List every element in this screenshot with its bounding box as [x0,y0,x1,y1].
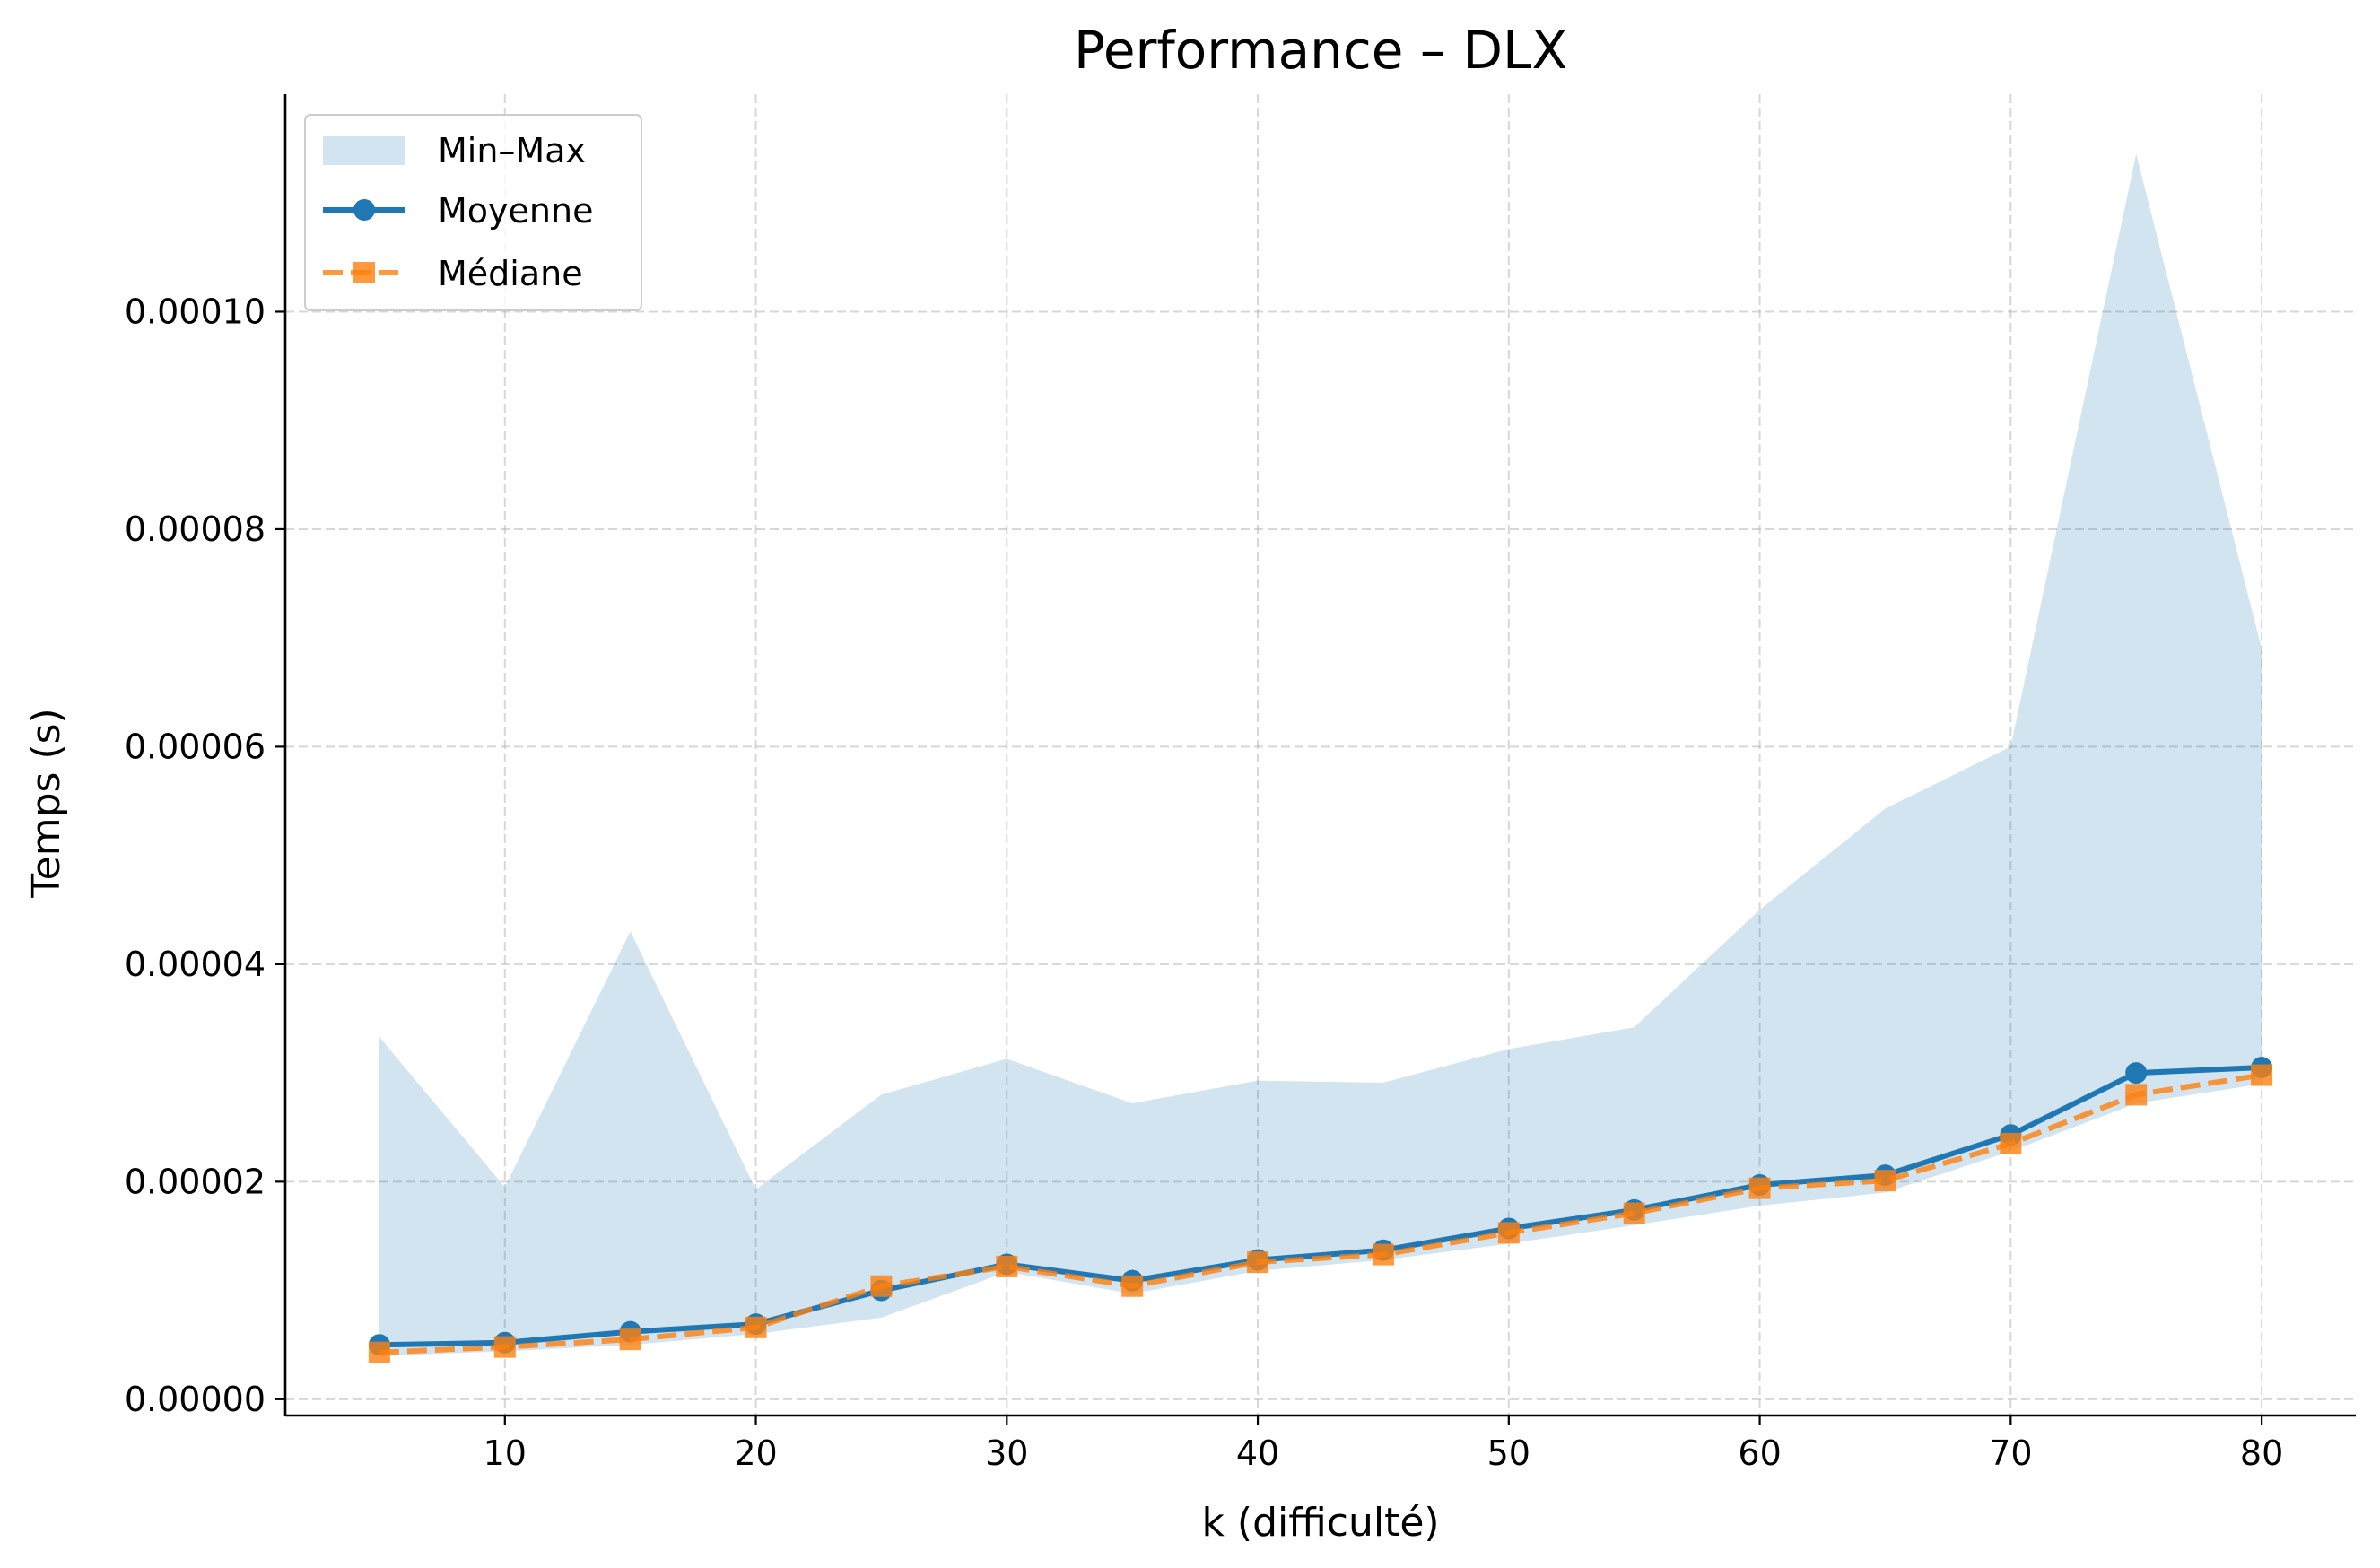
legend-label-moyenne: Moyenne [438,191,593,231]
data-point-mediane [368,1341,390,1363]
data-point-mediane [1121,1275,1144,1297]
grid [285,94,2356,1416]
data-point-mediane [1874,1170,1896,1192]
data-point-moyenne [2125,1062,2148,1085]
x-tick-label: 60 [1738,1433,1781,1473]
chart-title: Performance – DLX [1074,20,1567,81]
x-tick-label: 20 [734,1433,777,1473]
data-point-mediane [1748,1177,1771,1199]
series-layer [368,1057,2273,1363]
data-point-mediane [1623,1202,1645,1224]
legend-label-min-max: Min–Max [438,131,586,170]
min-max-band [379,153,2262,1356]
series-line-moyenne [376,1065,2265,1348]
data-point-mediane [1247,1251,1269,1274]
series-line-mediane [379,1072,2262,1355]
y-tick-label: 0.00004 [125,945,266,984]
legend-marker-moyenne [353,199,375,221]
y-tick-label: 0.00010 [125,292,266,331]
y-axis-ticks: 0.00000 0.00002 0.00004 0.00006 0.00008 0.000… [125,292,285,1419]
y-tick-label: 0.00008 [125,510,266,549]
y-tick-label: 0.00006 [125,727,266,766]
data-point-mediane [870,1275,893,1297]
x-tick-label: 70 [1989,1433,2032,1473]
x-tick-label: 80 [2240,1433,2283,1473]
min-max-area [379,153,2262,1356]
x-axis-ticks: 10 20 30 40 50 60 70 80 [484,1416,2283,1473]
x-tick-label: 30 [985,1433,1028,1473]
data-point-mediane [2000,1132,2022,1154]
legend: Min–Max Moyenne Médiane [304,114,642,311]
data-point-mediane [1372,1243,1394,1266]
data-point-mediane [619,1328,641,1351]
x-tick-label: 50 [1487,1433,1530,1473]
legend-box [304,114,642,311]
data-point-mediane [493,1336,516,1358]
data-point-mediane [2125,1084,2148,1106]
x-axis-label: k (difficulté) [1201,1500,1439,1546]
y-tick-label: 0.00000 [125,1380,266,1419]
y-tick-label: 0.00002 [125,1162,266,1201]
legend-swatch-min-max [323,136,405,165]
data-point-mediane [996,1255,1018,1277]
legend-label-mediane: Médiane [438,254,583,293]
data-point-mediane [2251,1064,2273,1086]
y-axis-label: Temps (s) [23,708,69,898]
x-tick-label: 10 [484,1433,527,1473]
x-tick-label: 40 [1236,1433,1279,1473]
legend-marker-mediane [353,262,375,283]
data-point-mediane [745,1316,767,1338]
data-point-mediane [1497,1222,1520,1244]
